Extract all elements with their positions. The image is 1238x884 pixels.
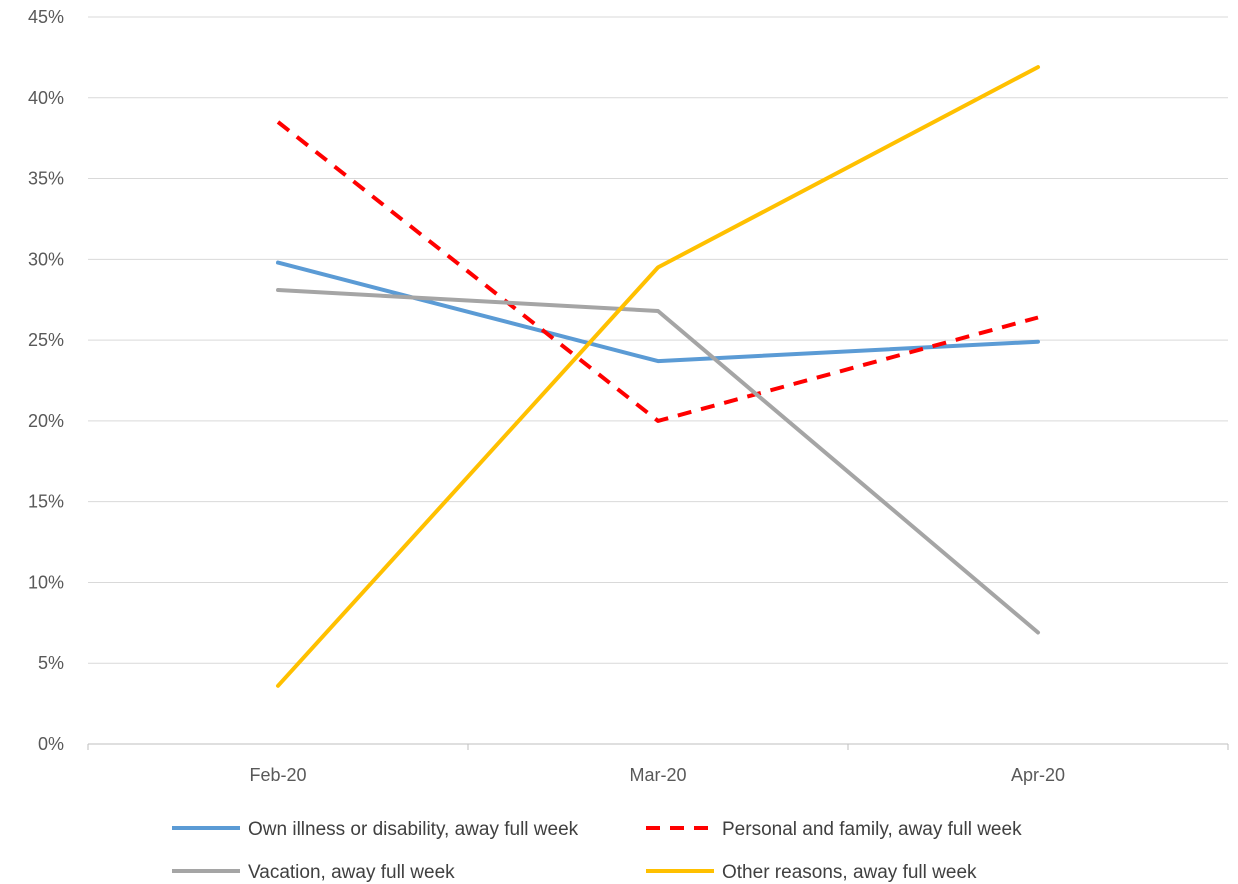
x-axis-tick-labels: Feb-20 Mar-20 Apr-20	[249, 765, 1065, 785]
y-tick-label: 5%	[38, 653, 64, 673]
series-line-2	[276, 120, 1039, 423]
y-tick-label: 15%	[28, 492, 64, 512]
series-line-4	[276, 65, 1040, 688]
legend-label: Other reasons, away full week	[722, 862, 977, 883]
y-tick-label: 40%	[28, 88, 64, 108]
legend-item-3: Vacation, away full week	[172, 862, 455, 883]
x-tick-label: Feb-20	[249, 765, 306, 785]
x-tick-label: Apr-20	[1011, 765, 1065, 785]
legend-item-1: Own illness or disability, away full wee…	[172, 819, 579, 840]
y-tick-label: 20%	[28, 411, 64, 431]
y-axis-tick-labels: 0% 5% 10% 15% 20% 25% 30% 35% 40% 45%	[28, 7, 64, 754]
series-lines	[276, 65, 1040, 688]
legend-label: Personal and family, away full week	[722, 819, 1022, 840]
y-tick-label: 45%	[28, 7, 64, 27]
y-tick-label: 25%	[28, 330, 64, 350]
axes	[87, 743, 1229, 750]
legend: Own illness or disability, away full wee…	[172, 819, 1022, 883]
x-tick-label: Mar-20	[629, 765, 686, 785]
y-tick-label: 35%	[28, 169, 64, 189]
series-line-3	[276, 288, 1040, 635]
legend-label: Vacation, away full week	[248, 862, 455, 883]
y-tick-label: 0%	[38, 734, 64, 754]
legend-item-2: Personal and family, away full week	[646, 819, 1022, 840]
gridlines	[88, 16, 1228, 664]
legend-label: Own illness or disability, away full wee…	[248, 819, 579, 840]
legend-item-4: Other reasons, away full week	[646, 862, 977, 883]
y-tick-label: 30%	[28, 249, 64, 269]
y-tick-label: 10%	[28, 572, 64, 592]
